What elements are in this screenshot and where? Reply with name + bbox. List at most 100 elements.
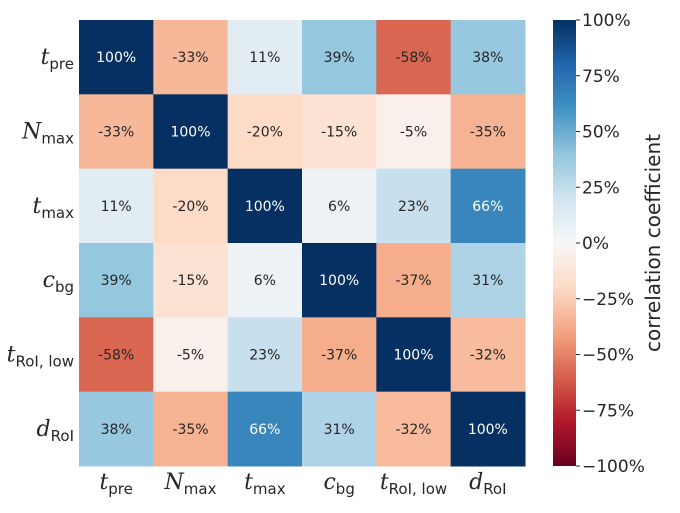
heatmap-cell [227,391,303,467]
cell-value-label: 6% [328,199,350,215]
cell-value-label: 66% [249,422,280,438]
colorbar-tick-label: 0% [582,234,609,254]
colorbar-tick-label: −100% [582,457,645,477]
heatmap-cell [153,243,229,318]
heatmap-cell-labels: 100% -33% 11% 39% -58% 38% -33% 100% -20% -15% -5%… [96,50,508,438]
column-tick-label: tmax [244,470,286,498]
cell-value-label: -5% [400,125,427,141]
heatmap-cell [302,391,377,467]
heatmap-cell [153,20,229,95]
cell-value-label: -58% [98,348,134,364]
colorbar-tick-label: 100% [582,11,631,31]
cell-value-label: 100% [96,50,136,66]
cell-value-label: 100% [393,348,433,364]
heatmap-cell [79,94,154,170]
column-tick-label: dRoI [469,470,506,498]
cell-value-label: 66% [472,199,503,215]
cell-value-label: -37% [321,348,357,364]
heatmap-cell [450,94,526,170]
heatmap-cell [79,317,154,393]
heatmap-cell [450,317,526,393]
cell-value-label: -15% [172,273,208,289]
heatmap-cell [376,20,452,95]
column-tick-label: tRoI, low [380,470,447,498]
row-tick-label: tpre [41,45,74,73]
cell-value-label: 38% [101,422,132,438]
cell-value-label: 100% [170,125,210,141]
cell-value-label: -15% [321,125,357,141]
cell-value-label: -20% [247,125,283,141]
row-tick-label: dRoI [37,417,74,445]
heatmap-cell [450,243,526,318]
row-tick-label: tRoI, low [7,343,74,371]
colorbar-tick-label: −25% [582,290,634,310]
heatmap-cell [153,168,229,244]
heatmap-cell [153,317,229,393]
row-tick-label: Nmax [21,120,74,148]
row-tick-label: cbg [43,268,74,296]
heatmap-cell [302,243,377,318]
heatmap-cell [376,391,452,467]
cell-value-label: 11% [101,199,132,215]
cell-value-label: -35% [470,125,506,141]
heatmap-cell [153,94,229,170]
heatmap-cell [376,317,452,393]
column-tick-label: cbg [323,470,354,498]
heatmap-cell [227,317,303,393]
cell-value-label: 38% [472,50,503,66]
cell-value-label: -37% [395,273,431,289]
cell-value-label: -58% [395,50,431,66]
cell-value-label: -20% [172,199,208,215]
heatmap-cell [450,168,526,244]
heatmap-cell [376,168,452,244]
colorbar-gradient [553,20,576,466]
heatmap-cell [450,20,526,95]
colorbar-title: correlation coefficient [641,134,665,352]
colorbar-tick-label: 75% [582,67,620,87]
cell-value-label: 31% [324,422,355,438]
cell-value-label: 39% [101,273,132,289]
heatmap-cell [376,94,452,170]
row-tick-labels: tpre Nmax tmax cbg tRoI, low dRoI [7,45,74,445]
column-tick-labels: tpre Nmax tmax cbg tRoI, low dRoI [99,470,506,498]
cell-value-label: -5% [177,348,204,364]
heatmap-cell [79,243,154,318]
colorbar-tick-label: −50% [582,346,634,366]
colorbar-tick-label: −75% [582,401,634,421]
heatmap-cell [302,168,377,244]
colorbar: 100% 75% 50% 25% 0% −25% −50% −75% −100% correla… [553,11,665,477]
cell-value-label: 6% [254,273,276,289]
heatmap-cell [79,391,154,467]
cell-value-label: -35% [172,422,208,438]
heatmap-cell [450,391,526,467]
column-tick-label: Nmax [164,470,217,498]
cell-value-label: -33% [98,125,134,141]
heatmap-cell [79,20,154,95]
cell-value-label: 23% [398,199,429,215]
column-tick-label: tpre [99,470,132,498]
heatmap-cell [376,243,452,318]
heatmap-cell [227,168,303,244]
cell-value-label: 100% [319,273,359,289]
heatmap-cell [79,168,154,244]
cell-value-label: 23% [249,348,280,364]
heatmap-cell [302,20,377,95]
colorbar-tick-label: 25% [582,178,620,198]
cell-value-label: -32% [395,422,431,438]
cell-value-label: 100% [245,199,285,215]
cell-value-label: 31% [472,273,503,289]
colorbar-tick-label: 50% [582,123,620,143]
cell-value-label: -32% [470,348,506,364]
cell-value-label: -33% [172,50,208,66]
heatmap-cell [227,94,303,170]
cell-value-label: 100% [468,422,508,438]
heatmap-cells [79,20,526,467]
row-tick-label: tmax [32,194,74,222]
cell-value-label: 39% [324,50,355,66]
heatmap-cell [153,391,229,467]
colorbar-ticks: 100% 75% 50% 25% 0% −25% −50% −75% −100% [576,11,645,477]
heatmap-cell [302,317,377,393]
heatmap-cell [227,20,303,95]
heatmap-cell [227,243,303,318]
